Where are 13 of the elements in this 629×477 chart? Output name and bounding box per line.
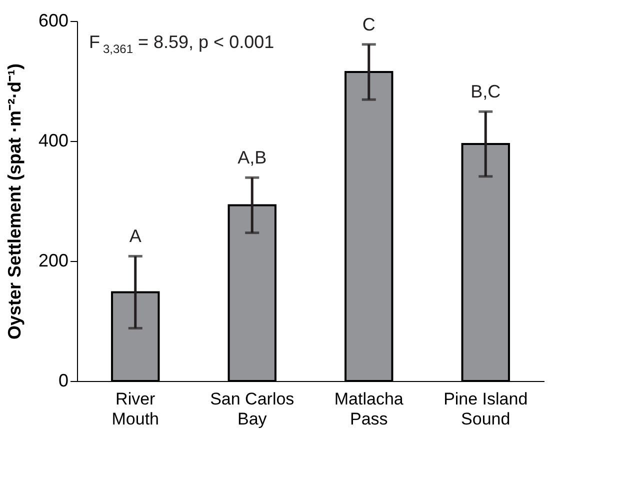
x-tick-label: San Carlos Bay — [210, 390, 294, 428]
x-tick-label: Matlacha Pass — [334, 390, 404, 428]
y-tick-label: 200 — [38, 250, 68, 270]
y-tick-label: 400 — [38, 130, 68, 150]
data-label: C — [362, 14, 376, 34]
data-label: A — [129, 226, 142, 246]
x-tick-label: River Mouth — [112, 390, 159, 428]
y-tick-label: 600 — [38, 10, 68, 30]
y-tick-label: 0 — [58, 370, 68, 390]
data-label: B,C — [470, 82, 501, 102]
y-axis-title: Oyster Settlement (spat ·m⁻²·d⁻¹) — [4, 63, 24, 340]
x-tick-label: Pine Island Sound — [444, 390, 528, 428]
data-label: A,B — [238, 148, 267, 168]
